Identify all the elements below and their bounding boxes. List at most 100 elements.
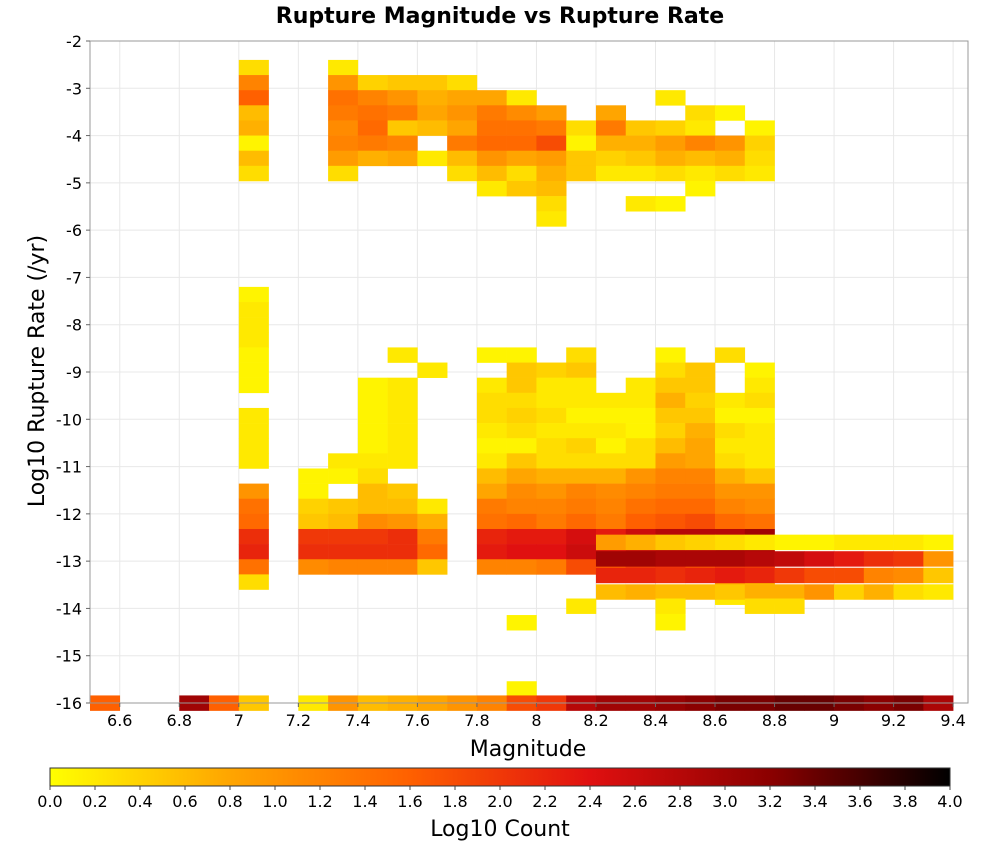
heatmap-cell <box>357 423 388 439</box>
heatmap-cell <box>804 567 835 584</box>
heatmap-cell <box>655 362 686 378</box>
heatmap-cell <box>655 196 686 212</box>
heatmap-cell <box>595 498 627 515</box>
heatmap-cell <box>893 584 924 600</box>
colorbar-label: Log10 Count <box>430 817 570 842</box>
heatmap-cell <box>744 392 775 409</box>
colorbar-tick-label: 3.6 <box>847 792 872 811</box>
heatmap-cell <box>923 534 954 551</box>
heatmap-cell <box>715 105 746 121</box>
heatmap-cell <box>238 362 269 378</box>
heatmap-cell <box>506 423 537 439</box>
heatmap-cell <box>715 483 746 500</box>
heatmap-cell <box>506 165 537 182</box>
heatmap-cell <box>357 498 388 515</box>
heatmap-cell <box>744 438 775 454</box>
colorbar-tick-label: 3.8 <box>892 792 917 811</box>
heatmap-cell <box>655 423 686 439</box>
heatmap-cell <box>804 584 835 600</box>
heatmap-cell <box>357 468 388 484</box>
heatmap-cell <box>834 534 865 551</box>
colorbar-tick-label: 1.4 <box>352 792 377 811</box>
heatmap-cell <box>625 196 656 212</box>
heatmap-cell <box>357 453 388 469</box>
x-tick-label: 8 <box>531 711 541 730</box>
heatmap-cell <box>774 567 805 584</box>
y-tick-label: -4 <box>66 127 82 146</box>
heatmap-cell <box>595 392 627 409</box>
heatmap-cell <box>476 165 507 182</box>
heatmap-cell <box>417 362 448 378</box>
heatmap-cell <box>715 347 746 363</box>
heatmap-cell <box>298 528 329 545</box>
heatmap-cell <box>715 534 746 551</box>
x-tick-label: 9.2 <box>881 711 906 730</box>
heatmap-cell <box>238 498 269 515</box>
heatmap-cell <box>298 513 329 530</box>
colorbar-tick-label: 2.6 <box>622 792 647 811</box>
heatmap-cell <box>447 120 478 136</box>
heatmap-cell <box>744 468 775 484</box>
heatmap-cell <box>357 559 388 575</box>
heatmap-cell <box>387 513 418 530</box>
heatmap-cell <box>506 559 537 575</box>
heatmap-cell <box>328 59 359 76</box>
heatmap-cell <box>566 407 597 424</box>
heatmap-cell <box>715 423 746 439</box>
heatmap-cell <box>715 498 746 515</box>
heatmap-cell <box>536 544 567 560</box>
colorbar-tick-label: 0.6 <box>172 792 197 811</box>
heatmap-cell <box>625 468 656 484</box>
heatmap-cell <box>655 534 686 551</box>
heatmap-cell <box>536 483 567 500</box>
heatmap-cell <box>536 135 567 152</box>
colorbar-tick-label: 3.4 <box>802 792 827 811</box>
colorbar-tick-label: 0.0 <box>37 792 62 811</box>
heatmap-cell <box>387 438 418 454</box>
heatmap-cell <box>655 584 686 600</box>
heatmap-cell <box>357 483 388 500</box>
heatmap-cell <box>685 362 716 378</box>
heatmap-cell <box>625 423 656 439</box>
y-tick-label: -10 <box>56 410 82 429</box>
heatmap-cell <box>715 438 746 454</box>
heatmap-cell <box>417 559 448 575</box>
heatmap-cell <box>506 681 537 697</box>
heatmap-cell <box>744 423 775 439</box>
heatmap-cell <box>238 347 269 363</box>
heatmap-cell <box>417 105 448 121</box>
heatmap-cell <box>328 135 359 152</box>
heatmap-cell <box>506 483 537 500</box>
heatmap-cell <box>238 59 269 76</box>
x-tick-label: 7 <box>234 711 244 730</box>
colorbar-ticks: 0.0 0.2 0.4 0.6 0.8 1.0 1.2 1.4 1.6 1.8 2.0 2.2 2.4 2… <box>37 786 963 811</box>
x-axis-ticks: 6.6 6.8 7 7.2 7.4 7.6 7.8 8 8.2 8.4 8.6 8.8 9 9.2 9.4 <box>107 703 966 730</box>
heatmap-cell <box>387 75 418 91</box>
y-tick-label: -15 <box>56 647 82 666</box>
x-tick-label: 7.8 <box>464 711 489 730</box>
heatmap-cell <box>387 347 418 363</box>
heatmap-cell <box>744 567 775 584</box>
heatmap-cell <box>595 483 627 500</box>
heatmap-cell <box>863 584 894 600</box>
colorbar-tick-label: 0.2 <box>82 792 107 811</box>
y-tick-label: -7 <box>66 268 82 287</box>
heatmap-cell <box>417 75 448 91</box>
heatmap-cell <box>476 180 507 197</box>
heatmap-cell <box>536 362 567 378</box>
heatmap-cell <box>476 468 507 484</box>
heatmap-cell <box>357 90 388 106</box>
heatmap-cell <box>595 165 627 182</box>
heatmap-cell <box>328 528 359 545</box>
colorbar-tick-label: 1.6 <box>397 792 422 811</box>
heatmap-cell <box>685 135 716 152</box>
heatmap-cell <box>238 120 269 136</box>
heatmap-cell <box>506 180 537 197</box>
heatmap-cell <box>595 135 627 152</box>
heatmap-cell <box>238 302 269 318</box>
heatmap-cell <box>536 196 567 212</box>
x-tick-label: 7.6 <box>405 711 430 730</box>
y-tick-label: -13 <box>56 552 82 571</box>
